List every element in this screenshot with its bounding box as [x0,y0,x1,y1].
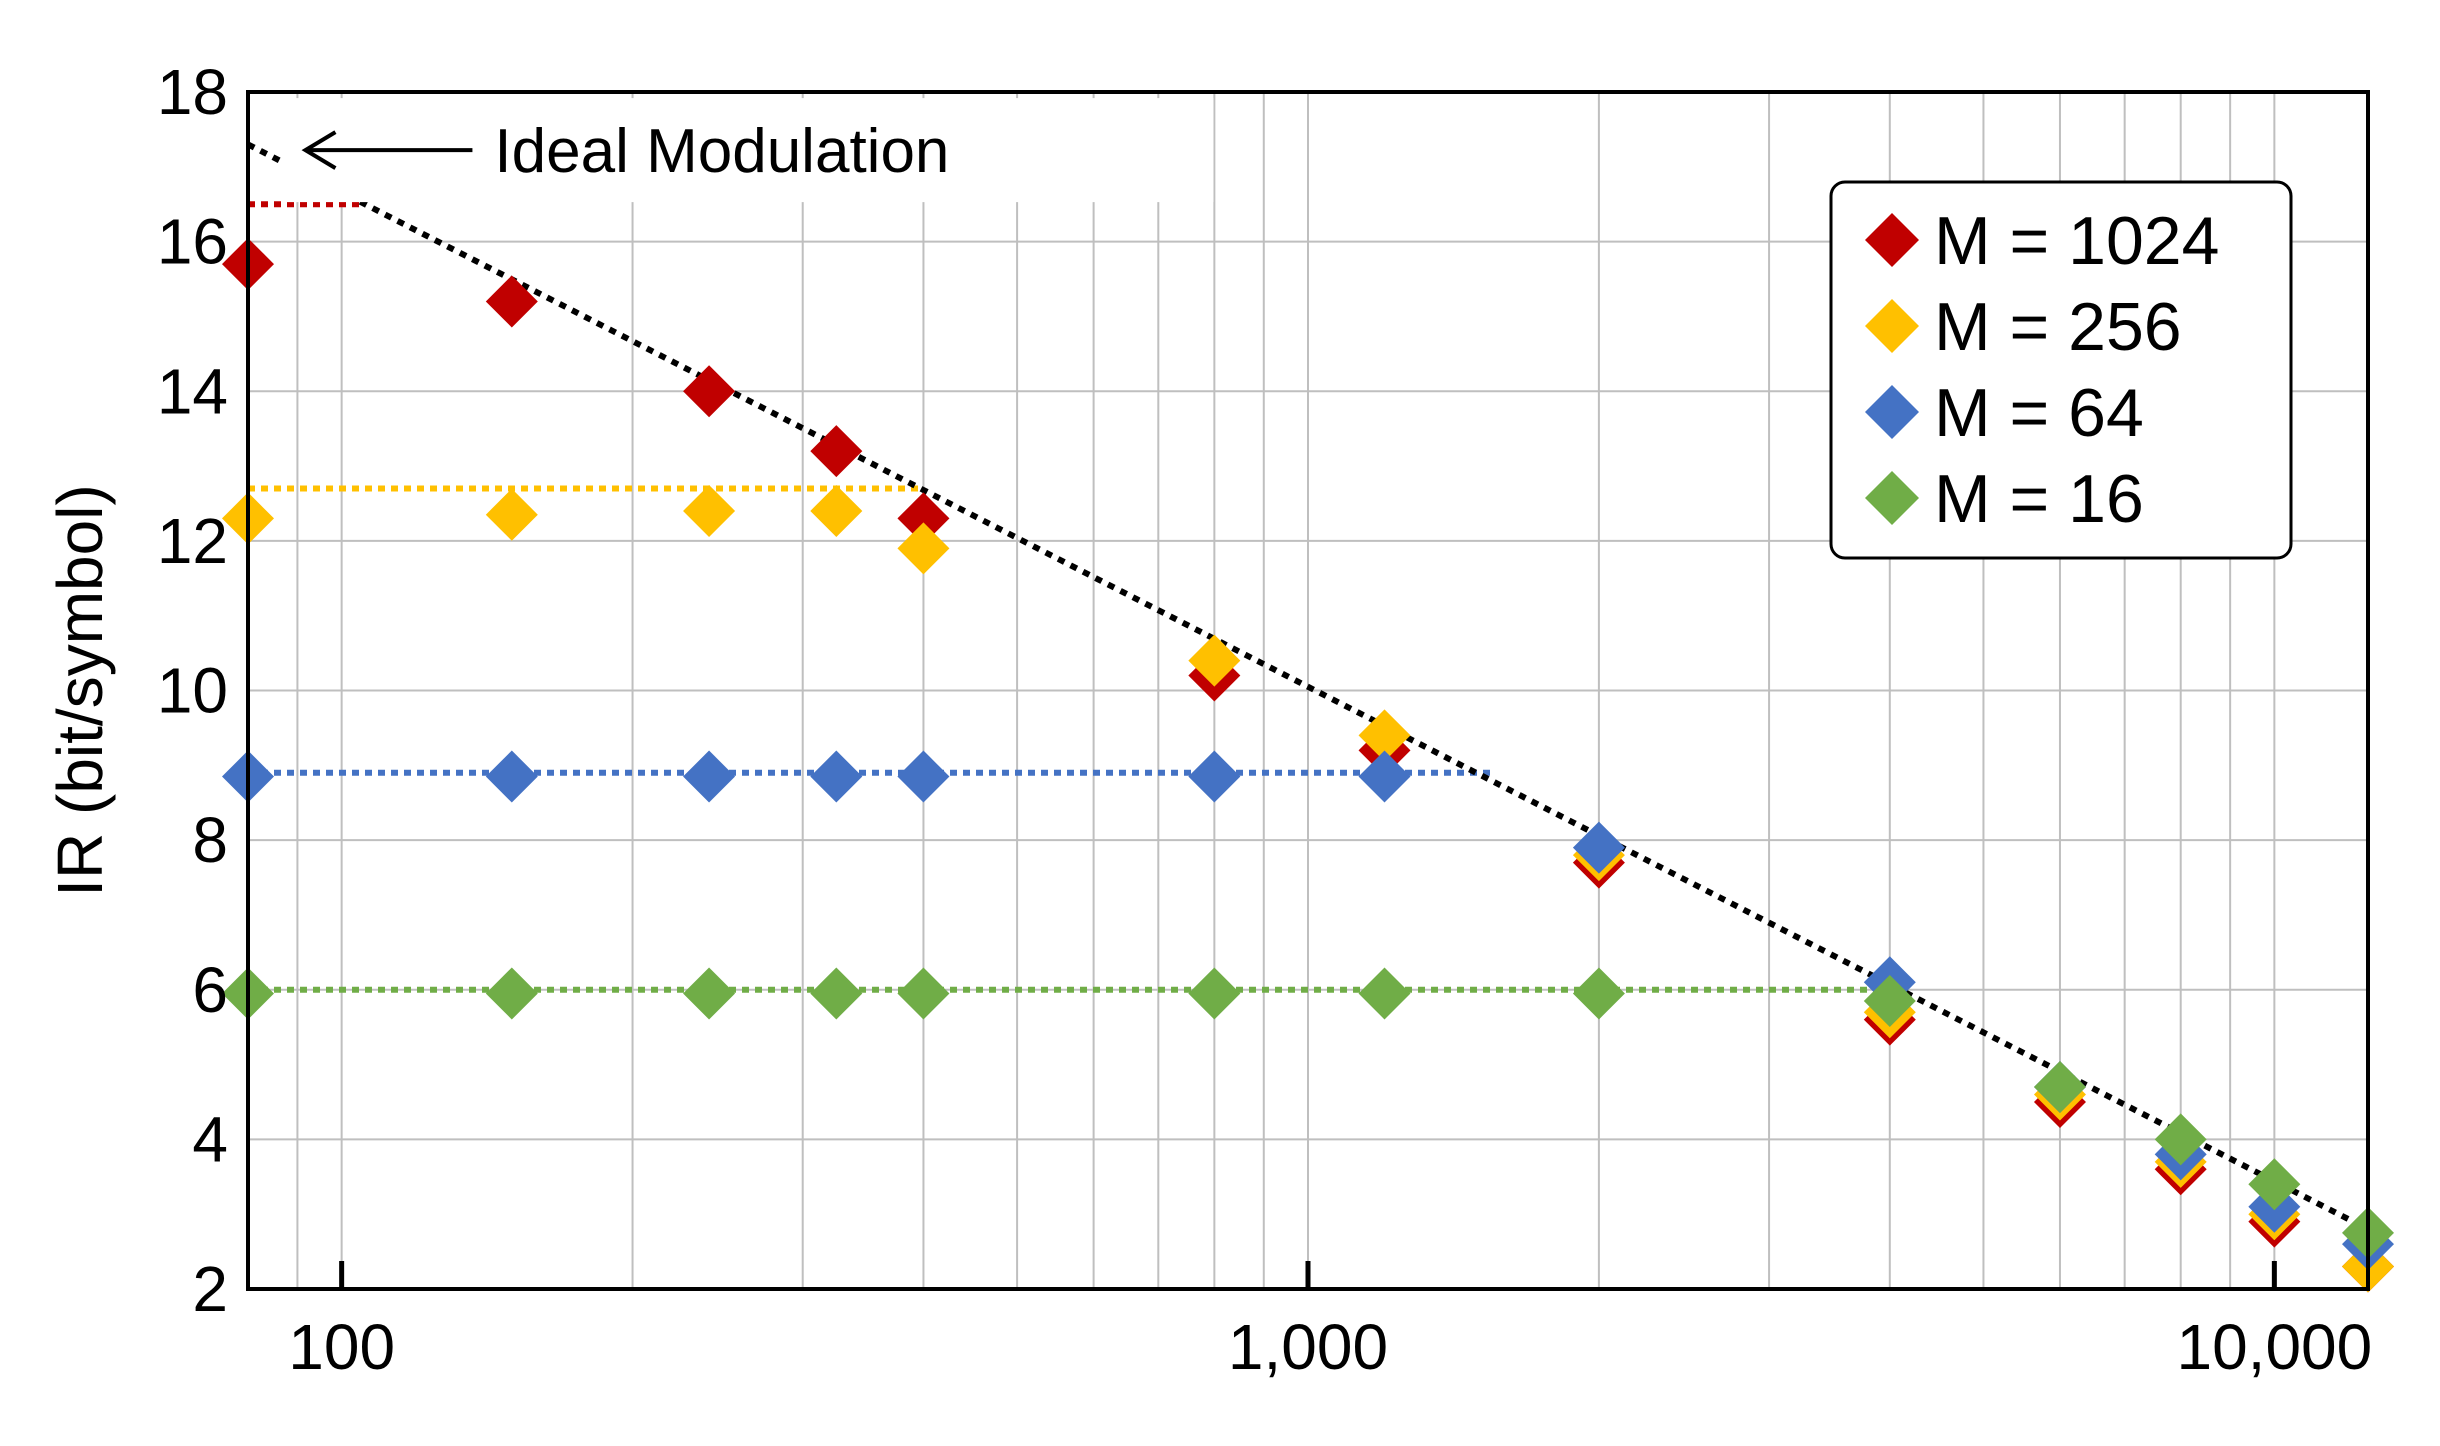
y-tick-label: 12 [157,505,228,577]
data-point [897,967,950,1020]
data-point [1358,709,1411,762]
data-point [683,365,736,418]
data-point [1572,821,1625,874]
data-point [1358,750,1411,803]
legend-label: M = 64 [1934,375,2144,451]
data-point [897,750,950,803]
legend-label: M = 1024 [1934,203,2219,279]
x-tick-label: 100 [288,1311,395,1383]
data-point [897,522,950,575]
data-point [897,492,950,545]
annotation-arrow-head [301,130,337,170]
ideal-modulation-line [246,141,2370,1232]
data-point [1188,750,1241,803]
legend-label: M = 256 [1934,289,2182,365]
data-point [683,750,736,803]
data-point [2248,1158,2301,1211]
data-point [683,967,736,1020]
legend-marker [1865,385,1919,439]
data-point [1572,967,1625,1020]
data-points [222,238,2394,1293]
legend-marker [1865,471,1919,525]
data-point [810,967,863,1020]
y-tick-label: 2 [192,1253,228,1325]
ideal-modulation-layer [246,141,2370,1232]
data-point [810,425,863,478]
data-point [1863,974,1916,1027]
data-point [810,484,863,537]
annotation-text: Ideal Modulation [494,117,949,186]
legend-marker [1865,299,1919,353]
y-tick-label: 8 [192,804,228,876]
data-point [1188,967,1241,1020]
data-point [485,275,538,328]
data-point [810,750,863,803]
axis-ticks: 2 4 6 8 10 12 14 16 18 100 1,000 10,000 [157,56,2372,1383]
y-tick-label: 18 [157,56,228,128]
x-tick-label: 1,000 [1228,1311,1388,1383]
y-tick-label: 6 [192,954,228,1026]
data-point [683,484,736,537]
y-tick-label: 14 [157,355,228,427]
legend-marker [1865,213,1919,267]
y-tick-label: 10 [157,655,228,727]
data-point [485,488,538,541]
y-tick-label: 4 [192,1103,228,1175]
legend: M = 1024 M = 256 M = 64 M = 16 [1829,180,2293,560]
legend-label: M = 16 [1934,461,2144,537]
data-point [1358,967,1411,1020]
x-tick-label: 10,000 [2176,1311,2372,1383]
annotation-layer: Ideal Modulation [283,98,1214,203]
data-point [1188,634,1241,687]
legend-box [1829,180,2293,560]
y-tick-label: 16 [157,206,228,278]
data-point [2033,1061,2086,1114]
series-ceiling-lines [248,201,1890,993]
data-point [485,750,538,803]
grid-lines [247,91,2368,1290]
y-axis-title: IR (bit/symbol) [44,484,116,897]
data-point [485,967,538,1020]
data-point [2154,1113,2207,1166]
